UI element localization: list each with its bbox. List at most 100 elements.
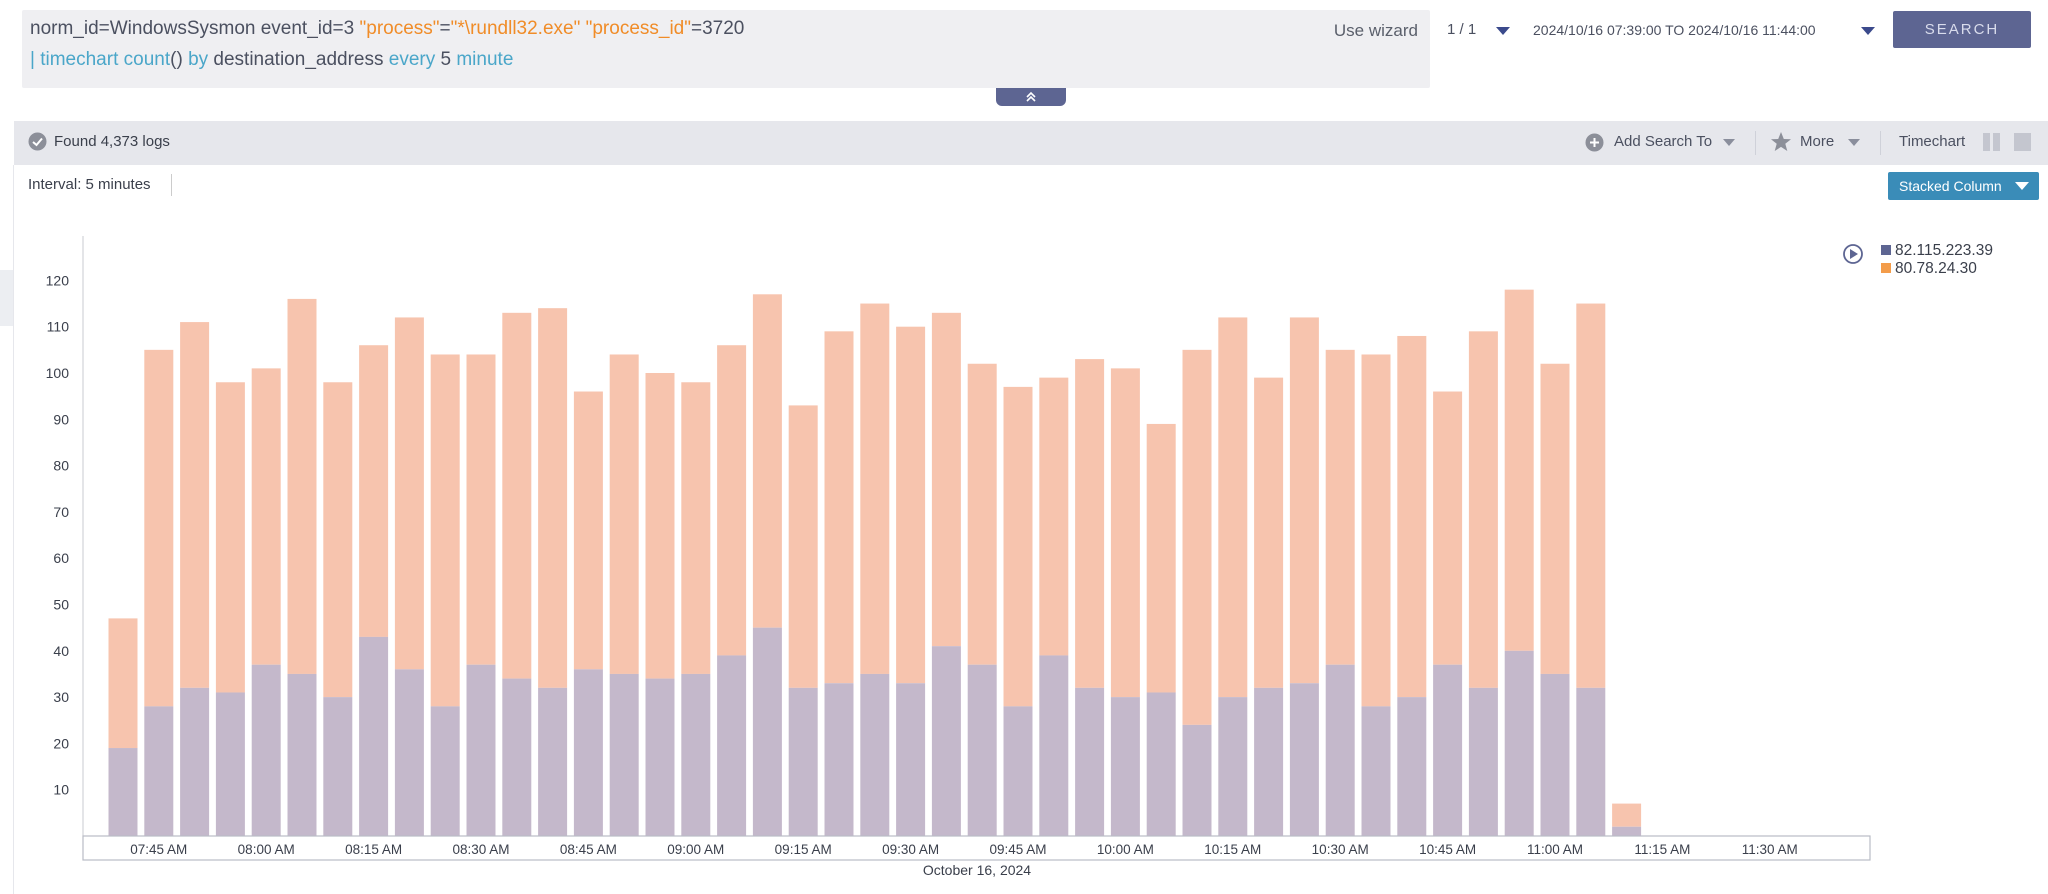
x-axis-box xyxy=(82,835,1871,861)
x-tick-label: 09:15 AM xyxy=(775,842,832,857)
bar-segment-82-115-223-39 xyxy=(896,683,926,836)
bar-segment-82-115-223-39 xyxy=(824,683,854,836)
found-logs-count: Found 4,373 logs xyxy=(54,133,170,150)
x-tick-label: 09:45 AM xyxy=(989,842,1046,857)
query-token: | xyxy=(30,49,41,70)
bar-segment-80-78-24-30 xyxy=(681,382,711,674)
collapse-query-button[interactable] xyxy=(996,88,1066,106)
bar-segment-82-115-223-39 xyxy=(394,669,424,836)
split-view-icon[interactable] xyxy=(1982,132,2002,152)
plus-circle-icon[interactable] xyxy=(1585,133,1604,152)
chart-type-label: Stacked Column xyxy=(1899,178,2002,194)
page-count: 1 / 1 xyxy=(1447,21,1477,38)
search-button[interactable]: SEARCH xyxy=(1893,11,2031,48)
play-icon xyxy=(1843,244,1863,264)
bar-segment-82-115-223-39 xyxy=(860,673,890,836)
bar-segment-82-115-223-39 xyxy=(1325,664,1355,836)
bar-segment-82-115-223-39 xyxy=(287,673,317,836)
bar-segment-82-115-223-39 xyxy=(1218,697,1248,836)
x-tick-label: 10:00 AM xyxy=(1097,842,1154,857)
x-tick-label: 08:00 AM xyxy=(238,842,295,857)
more-button[interactable]: More xyxy=(1800,133,1835,150)
interval-label: Interval: 5 minutes xyxy=(28,176,151,193)
x-tick-label: 10:15 AM xyxy=(1204,842,1261,857)
bar-segment-80-78-24-30 xyxy=(824,331,854,684)
y-tick-label: 30 xyxy=(53,689,69,705)
query-token: =3720 xyxy=(691,18,745,39)
bar-segment-82-115-223-39 xyxy=(180,687,210,836)
query-line-2[interactable]: | timechart count() by destination_addre… xyxy=(30,49,513,71)
bar-segment-82-115-223-39 xyxy=(144,706,174,836)
page-dropdown-caret-icon[interactable] xyxy=(1496,27,1510,35)
query-token: destination_address xyxy=(208,49,389,70)
x-tick-label: 07:45 AM xyxy=(130,842,187,857)
x-tick-label: 11:30 AM xyxy=(1742,842,1798,857)
bar-segment-82-115-223-39 xyxy=(1433,664,1463,836)
bar-segment-82-115-223-39 xyxy=(1254,687,1284,836)
bar-segment-80-78-24-30 xyxy=(1612,803,1642,827)
y-tick-label: 90 xyxy=(53,411,69,427)
bar-segment-80-78-24-30 xyxy=(860,303,890,674)
bar-segment-82-115-223-39 xyxy=(1146,692,1176,836)
chart-type-dropdown[interactable]: Stacked Column xyxy=(1888,172,2039,200)
bar-segment-82-115-223-39 xyxy=(1540,673,1570,836)
bar-segment-82-115-223-39 xyxy=(681,673,711,836)
bar-segment-82-115-223-39 xyxy=(466,664,496,836)
y-tick-label: 40 xyxy=(53,643,69,659)
use-wizard-link[interactable]: Use wizard xyxy=(1333,21,1418,40)
bar-segment-80-78-24-30 xyxy=(394,317,424,670)
time-range-caret-icon[interactable] xyxy=(1861,27,1875,35)
bar-segment-80-78-24-30 xyxy=(645,373,675,679)
bar-segment-82-115-223-39 xyxy=(1075,687,1105,836)
bar-segment-80-78-24-30 xyxy=(609,354,639,674)
bar-segment-82-115-223-39 xyxy=(1003,706,1033,836)
bar-segment-82-115-223-39 xyxy=(1504,650,1534,836)
bar-segment-80-78-24-30 xyxy=(1039,377,1069,656)
bar-segment-80-78-24-30 xyxy=(1361,354,1391,707)
bar-segment-80-78-24-30 xyxy=(108,618,138,749)
bar-segment-80-78-24-30 xyxy=(144,349,174,707)
x-tick-label: 11:15 AM xyxy=(1634,842,1690,857)
bar-segment-80-78-24-30 xyxy=(251,368,281,665)
y-tick-label: 70 xyxy=(53,504,69,520)
add-search-to-caret-icon[interactable] xyxy=(1723,139,1735,146)
legend-swatch-80-78-24-30 xyxy=(1881,263,1891,273)
results-toolbar: Found 4,373 logs Add Search To More Time… xyxy=(14,121,2048,165)
legend-swatch-82-115-223-39 xyxy=(1881,245,1891,255)
bar-segment-80-78-24-30 xyxy=(717,345,747,656)
toolbar-divider xyxy=(1755,131,1756,155)
bar-segment-82-115-223-39 xyxy=(1612,826,1642,836)
star-icon[interactable] xyxy=(1770,131,1792,153)
bar-segment-80-78-24-30 xyxy=(967,363,997,665)
bar-segment-80-78-24-30 xyxy=(538,308,568,688)
add-search-to-button[interactable]: Add Search To xyxy=(1614,133,1713,150)
bar-segment-80-78-24-30 xyxy=(1576,303,1606,688)
single-view-icon[interactable] xyxy=(2013,132,2033,152)
bar-segment-80-78-24-30 xyxy=(1540,363,1570,674)
bar-segment-82-115-223-39 xyxy=(215,692,245,836)
chart-type-caret-icon xyxy=(2015,182,2029,190)
more-caret-icon[interactable] xyxy=(1848,139,1860,146)
bar-segment-82-115-223-39 xyxy=(359,636,389,836)
bar-segment-80-78-24-30 xyxy=(1182,349,1212,725)
bar-segment-82-115-223-39 xyxy=(967,664,997,836)
bar-segment-82-115-223-39 xyxy=(645,678,675,836)
bar-segment-80-78-24-30 xyxy=(430,354,460,707)
query-token: "process_id" xyxy=(585,18,691,39)
x-tick-label: 09:00 AM xyxy=(667,842,724,857)
left-edge-tab xyxy=(0,270,13,326)
bar-segment-80-78-24-30 xyxy=(788,405,818,688)
bar-segment-80-78-24-30 xyxy=(1254,377,1284,688)
y-tick-label: 10 xyxy=(53,782,69,798)
bar-segment-82-115-223-39 xyxy=(502,678,532,836)
x-tick-label: 08:45 AM xyxy=(560,842,617,857)
query-editor[interactable]: norm_id=WindowsSysmon event_id=3 "proces… xyxy=(22,10,1430,88)
toolbar-divider xyxy=(1880,131,1881,155)
query-line-1[interactable]: norm_id=WindowsSysmon event_id=3 "proces… xyxy=(30,18,744,40)
bar-segment-82-115-223-39 xyxy=(323,697,353,836)
time-range[interactable]: 2024/10/16 07:39:00 TO 2024/10/16 11:44:… xyxy=(1533,22,1816,38)
legend-label: 80.78.24.30 xyxy=(1895,260,1977,277)
bar-segment-80-78-24-30 xyxy=(1110,368,1140,698)
x-tick-label: 10:45 AM xyxy=(1419,842,1476,857)
